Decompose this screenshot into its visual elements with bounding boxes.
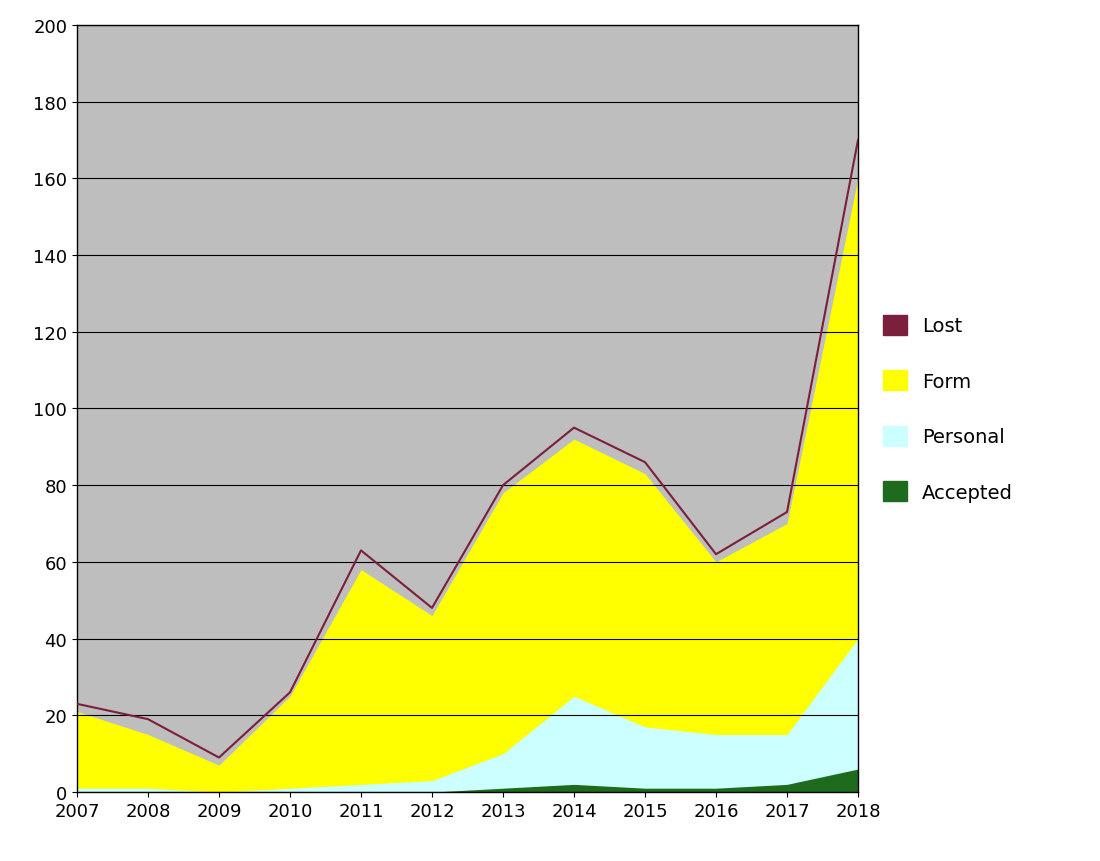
Legend: Lost, Form, Personal, Accepted: Lost, Form, Personal, Accepted <box>883 315 1013 503</box>
